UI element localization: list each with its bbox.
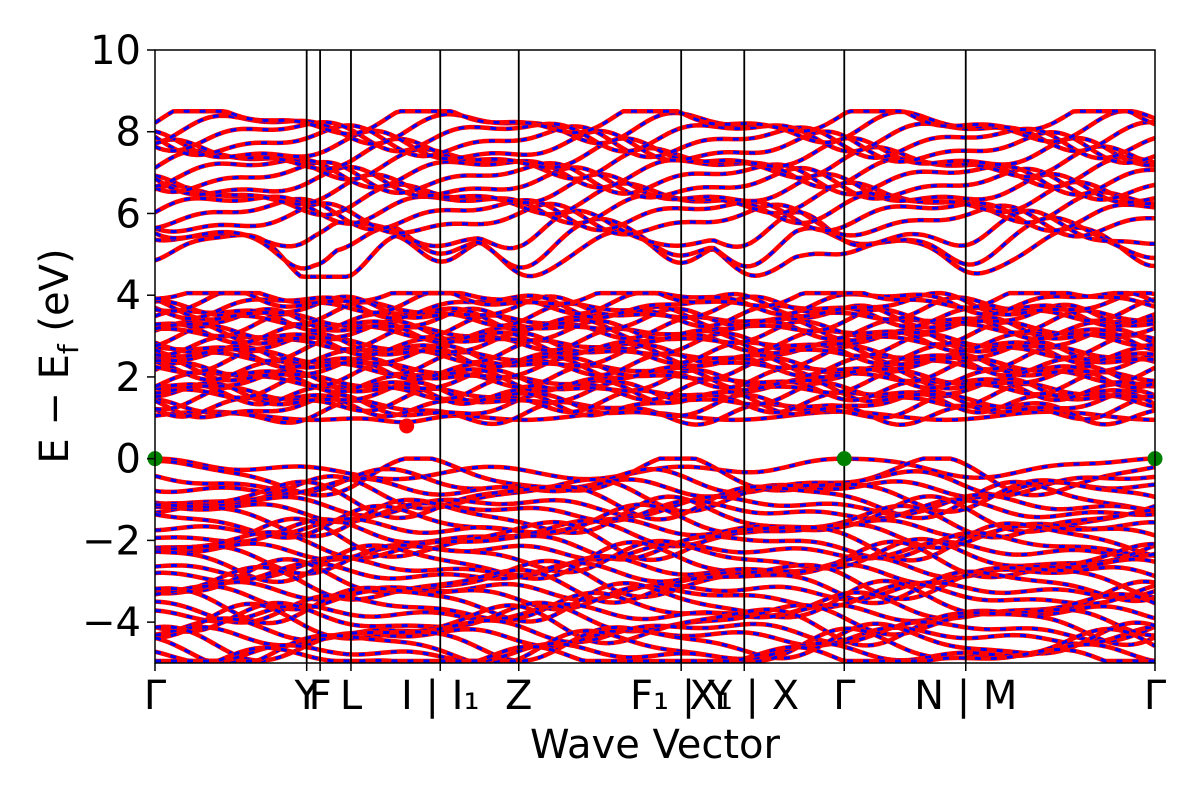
band-line-red xyxy=(155,323,1155,354)
band-line-blue xyxy=(155,579,1155,625)
band-line-red xyxy=(155,196,1155,233)
band-line-blue xyxy=(155,616,1155,645)
y-tick-label: 0 xyxy=(116,437,141,483)
band-lines xyxy=(155,109,1155,663)
x-tick-label: Z xyxy=(505,673,532,719)
x-tick-label: L xyxy=(340,673,363,719)
x-tick-label: I | I₁ xyxy=(401,673,480,719)
band-line-red xyxy=(155,290,1155,310)
x-axis-label: Wave Vector xyxy=(530,722,781,768)
band-line-red xyxy=(155,641,1155,663)
x-tick-label: Y xyxy=(293,673,319,719)
band-line-red xyxy=(155,456,1155,498)
band-line-blue xyxy=(155,374,1155,402)
band-line-blue xyxy=(155,299,1155,329)
band-line-blue xyxy=(155,340,1155,369)
y-axis-label: E − Ef (eV) xyxy=(32,248,85,463)
band-line-blue xyxy=(155,226,1155,279)
band-line-red xyxy=(155,557,1155,602)
band-line-blue xyxy=(155,530,1155,561)
y-axis-ticks: 10 8 6 4 2 0 −2 −4 xyxy=(82,28,155,646)
band-line-blue xyxy=(155,344,1155,371)
band-line-blue xyxy=(155,291,1155,320)
x-tick-label: X₁ | X xyxy=(689,673,799,719)
band-line-red xyxy=(155,602,1155,624)
band-line-red xyxy=(155,494,1155,539)
y-tick-label: 4 xyxy=(116,273,141,319)
x-tick-label: F₁ | Y xyxy=(630,673,733,719)
x-tick-label: N | M xyxy=(914,673,1017,719)
band-line-blue xyxy=(155,503,1155,540)
band-line-blue xyxy=(155,368,1155,396)
y-tick-label: 2 xyxy=(116,355,141,401)
band-line-blue xyxy=(155,393,1155,421)
band-line-blue xyxy=(155,109,1155,146)
band-line-blue xyxy=(155,337,1155,365)
band-line-blue xyxy=(155,565,1155,605)
y-tick-label: −4 xyxy=(82,600,141,646)
band-line-blue xyxy=(155,582,1155,611)
extremum-marker xyxy=(399,418,415,434)
band-line-blue xyxy=(155,294,1155,323)
band-line-blue xyxy=(155,356,1155,385)
band-line-blue xyxy=(155,331,1155,360)
x-tick-label: Γ xyxy=(833,673,856,719)
extremum-marker xyxy=(836,451,852,467)
band-line-red xyxy=(155,644,1155,663)
band-line-blue xyxy=(155,209,1155,250)
band-line-blue xyxy=(155,216,1155,270)
high-symmetry-lines xyxy=(305,50,967,663)
x-tick-label: F xyxy=(309,673,332,719)
y-tick-label: −2 xyxy=(82,518,141,564)
band-line-red xyxy=(155,179,1155,218)
band-line-red xyxy=(155,135,1155,172)
band-line-red xyxy=(155,109,1155,137)
band-line-blue xyxy=(155,537,1155,576)
band-line-red xyxy=(155,123,1155,161)
y-tick-label: 8 xyxy=(116,110,141,156)
y-tick-label: 6 xyxy=(116,191,141,237)
x-axis-ticks: Γ YF L I | I₁ Z F₁ | YX₁ | X Γ N | M Γ xyxy=(144,663,1167,719)
band-line-red xyxy=(155,164,1155,202)
band-line-red xyxy=(155,516,1155,563)
band-line-red xyxy=(155,479,1155,522)
plot-frame xyxy=(154,49,1156,664)
band-line-blue xyxy=(155,312,1155,341)
band-line-blue xyxy=(155,315,1155,345)
band-line-blue xyxy=(155,474,1155,514)
x-tick-label: Γ xyxy=(1144,673,1167,719)
y-tick-label: 10 xyxy=(90,28,141,74)
x-tick-label: Γ xyxy=(144,673,167,719)
band-line-blue xyxy=(155,625,1155,648)
band-line-red xyxy=(155,380,1155,409)
band-line-blue xyxy=(155,493,1155,518)
band-line-blue xyxy=(155,590,1155,625)
band-line-blue xyxy=(155,621,1155,663)
band-line-blue xyxy=(155,498,1155,524)
